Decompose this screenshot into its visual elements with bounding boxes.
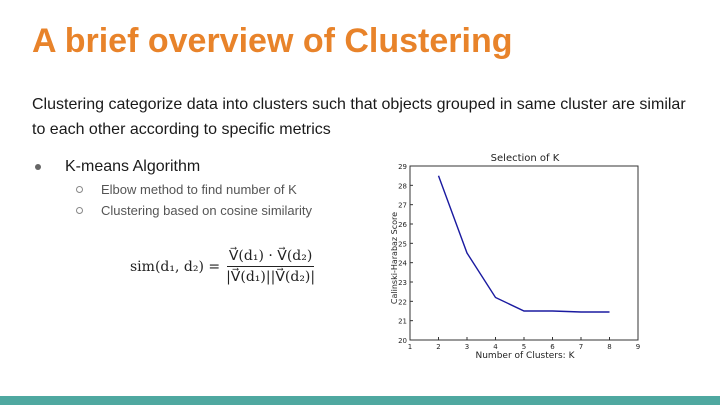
y-tick-label: 24 xyxy=(398,260,407,268)
bullet-dot-icon xyxy=(35,164,41,170)
formula-denominator: |V⃗(d₁)||V⃗(d₂)| xyxy=(226,269,316,285)
x-tick-label: 5 xyxy=(522,343,526,351)
sub-bullet-item: Elbow method to find number of K xyxy=(76,182,312,197)
chart-title: Selection of K xyxy=(491,153,560,164)
x-tick-label: 6 xyxy=(550,343,555,351)
x-tick-label: 7 xyxy=(579,343,583,351)
bullet-text: K-means Algorithm xyxy=(65,158,201,175)
x-tick-label: 8 xyxy=(607,343,611,351)
formula-lhs: sim(d₁, d₂) = xyxy=(130,258,221,275)
sub-bullet-text: Clustering based on cosine similarity xyxy=(101,203,312,218)
formula-fraction: V⃗(d₁) · V⃗(d₂) |V⃗(d₁)||V⃗(d₂)| xyxy=(226,248,315,285)
x-tick-label: 2 xyxy=(436,343,440,351)
y-tick-label: 22 xyxy=(398,298,407,306)
y-tick-label: 23 xyxy=(398,279,407,287)
ring-bullet-icon xyxy=(76,207,83,214)
intro-text: Clustering categorize data into clusters… xyxy=(32,96,686,138)
ring-bullet-icon xyxy=(76,186,83,193)
slide-title: A brief overview of Clustering xyxy=(32,22,513,60)
x-tick-label: 1 xyxy=(408,343,412,351)
accent-bar xyxy=(0,396,720,405)
y-axis-label: Calinski-Harabaz Score xyxy=(390,212,399,304)
y-tick-label: 28 xyxy=(398,182,407,190)
sub-bullet-text: Elbow method to find number of K xyxy=(101,182,297,197)
y-tick-label: 20 xyxy=(398,337,407,345)
y-tick-label: 27 xyxy=(398,202,407,210)
x-axis-ticks: 1 2 3 4 5 6 7 8 9 xyxy=(408,337,640,351)
x-tick-label: 3 xyxy=(465,343,469,351)
bullet-list: K-means Algorithm Elbow method to find n… xyxy=(32,158,312,218)
y-tick-label: 21 xyxy=(398,318,407,326)
bullet-item: K-means Algorithm xyxy=(32,158,312,176)
x-tick-label: 4 xyxy=(493,343,498,351)
sub-bullet-item: Clustering based on cosine similarity xyxy=(76,203,312,218)
series-line xyxy=(437,175,610,313)
formula-numerator: V⃗(d₁) · V⃗(d₂) xyxy=(226,248,315,267)
y-axis-ticks: 20 21 22 23 24 25 26 27 28 29 xyxy=(398,163,413,345)
y-tick-label: 26 xyxy=(398,221,407,229)
cosine-similarity-formula: sim(d₁, d₂) = V⃗(d₁) · V⃗(d₂) |V⃗(d₁)||V… xyxy=(130,248,315,285)
y-tick-label: 29 xyxy=(398,163,407,171)
x-axis-label: Number of Clusters: K xyxy=(476,351,576,361)
y-tick-label: 25 xyxy=(398,240,407,248)
x-tick-label: 9 xyxy=(636,343,640,351)
